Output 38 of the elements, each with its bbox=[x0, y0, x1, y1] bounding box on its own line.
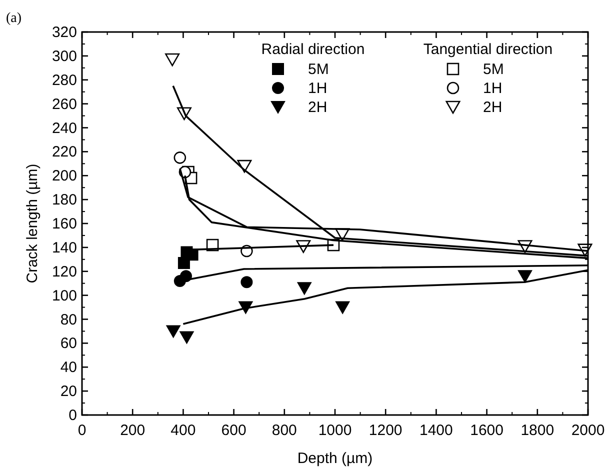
annotation: Tangential direction bbox=[423, 41, 553, 58]
x-tick-label: 600 bbox=[221, 422, 246, 439]
y-tick-label: 280 bbox=[52, 72, 77, 89]
x-tick-label: 1800 bbox=[520, 422, 554, 439]
x-tick-label: 800 bbox=[272, 422, 297, 439]
x-tick-label: 1000 bbox=[318, 422, 352, 439]
y-tick-label: 0 bbox=[68, 407, 77, 424]
y-tick-label: 160 bbox=[52, 216, 77, 232]
x-tick-label: 1200 bbox=[368, 422, 402, 439]
y-tick-label: 20 bbox=[60, 383, 77, 400]
legend-label: 1H bbox=[483, 80, 502, 97]
x-tick-label: 400 bbox=[170, 422, 196, 439]
y-tick-label: 260 bbox=[52, 96, 77, 113]
legend-label: 5M bbox=[483, 61, 504, 78]
legend-label: 2H bbox=[483, 99, 502, 116]
y-tick-label: 220 bbox=[52, 144, 77, 161]
annotation: Radial direction bbox=[261, 41, 365, 58]
legend-label: 5M bbox=[308, 61, 329, 78]
y-tick-label: 80 bbox=[60, 311, 77, 328]
y-tick-label: 200 bbox=[52, 168, 77, 185]
x-tick-label: 200 bbox=[120, 422, 146, 439]
y-tick-label: 240 bbox=[52, 120, 77, 137]
x-tick-label: 1400 bbox=[420, 422, 453, 439]
y-tick-label: 140 bbox=[52, 239, 77, 256]
y-tick-label: 300 bbox=[52, 48, 77, 65]
y-tick-label: 320 bbox=[52, 24, 77, 41]
y-tick-label: 40 bbox=[60, 359, 77, 376]
y-axis-title: Crack length (µm) bbox=[24, 164, 41, 284]
x-tick-label: 1600 bbox=[470, 422, 504, 439]
y-tick-label: 120 bbox=[52, 263, 77, 280]
x-axis-title: Depth (µm) bbox=[297, 450, 373, 467]
y-tick-label: 60 bbox=[60, 335, 77, 352]
x-tick-label: 2000 bbox=[571, 422, 605, 439]
text: (a) bbox=[6, 11, 22, 26]
legend-label: 1H bbox=[308, 80, 328, 97]
y-tick-label: 180 bbox=[52, 192, 77, 209]
y-tick-label: 100 bbox=[52, 287, 77, 304]
legend-label: 2H bbox=[308, 99, 328, 116]
